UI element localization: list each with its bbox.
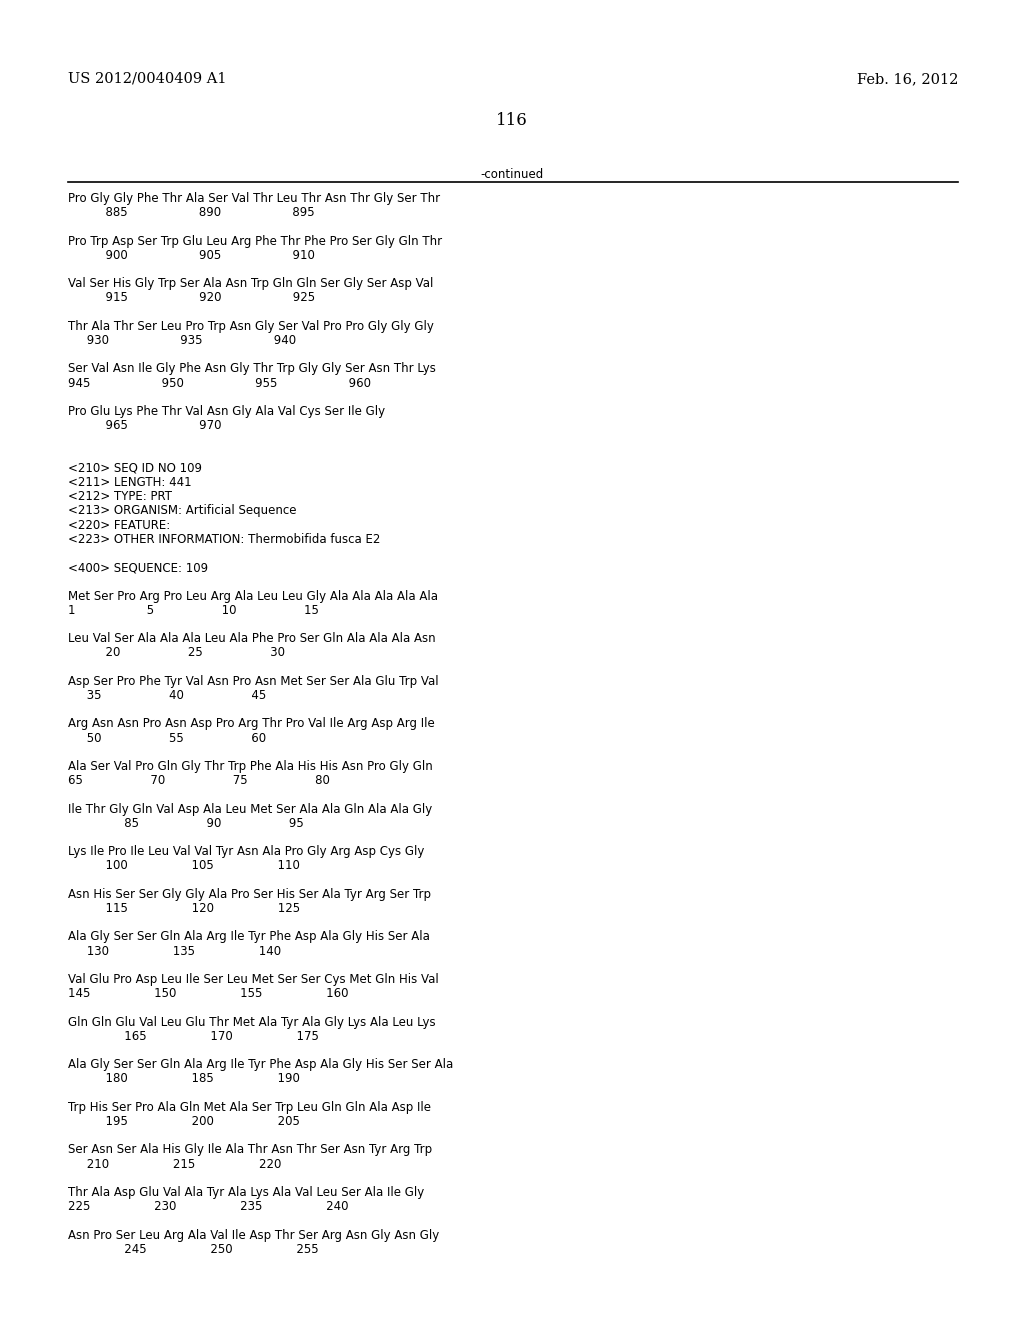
Text: <210> SEQ ID NO 109: <210> SEQ ID NO 109	[68, 462, 202, 475]
Text: <213> ORGANISM: Artificial Sequence: <213> ORGANISM: Artificial Sequence	[68, 504, 297, 517]
Text: 116: 116	[496, 112, 528, 129]
Text: Gln Gln Glu Val Leu Glu Thr Met Ala Tyr Ala Gly Lys Ala Leu Lys: Gln Gln Glu Val Leu Glu Thr Met Ala Tyr …	[68, 1015, 435, 1028]
Text: 65                  70                  75                  80: 65 70 75 80	[68, 775, 330, 787]
Text: 180                 185                 190: 180 185 190	[68, 1072, 300, 1085]
Text: Asn His Ser Ser Gly Gly Ala Pro Ser His Ser Ala Tyr Arg Ser Trp: Asn His Ser Ser Gly Gly Ala Pro Ser His …	[68, 888, 431, 900]
Text: -continued: -continued	[480, 168, 544, 181]
Text: US 2012/0040409 A1: US 2012/0040409 A1	[68, 73, 226, 86]
Text: Ala Gly Ser Ser Gln Ala Arg Ile Tyr Phe Asp Ala Gly His Ser Ser Ala: Ala Gly Ser Ser Gln Ala Arg Ile Tyr Phe …	[68, 1059, 454, 1072]
Text: <220> FEATURE:: <220> FEATURE:	[68, 519, 170, 532]
Text: Leu Val Ser Ala Ala Ala Leu Ala Phe Pro Ser Gln Ala Ala Ala Asn: Leu Val Ser Ala Ala Ala Leu Ala Phe Pro …	[68, 632, 435, 645]
Text: Ser Val Asn Ile Gly Phe Asn Gly Thr Trp Gly Gly Ser Asn Thr Lys: Ser Val Asn Ile Gly Phe Asn Gly Thr Trp …	[68, 363, 436, 375]
Text: Met Ser Pro Arg Pro Leu Arg Ala Leu Leu Gly Ala Ala Ala Ala Ala: Met Ser Pro Arg Pro Leu Arg Ala Leu Leu …	[68, 590, 438, 603]
Text: Asp Ser Pro Phe Tyr Val Asn Pro Asn Met Ser Ser Ala Glu Trp Val: Asp Ser Pro Phe Tyr Val Asn Pro Asn Met …	[68, 675, 438, 688]
Text: Val Glu Pro Asp Leu Ile Ser Leu Met Ser Ser Cys Met Gln His Val: Val Glu Pro Asp Leu Ile Ser Leu Met Ser …	[68, 973, 438, 986]
Text: 130                 135                 140: 130 135 140	[68, 945, 282, 957]
Text: 210                 215                 220: 210 215 220	[68, 1158, 282, 1171]
Text: 115                 120                 125: 115 120 125	[68, 902, 300, 915]
Text: 20                  25                  30: 20 25 30	[68, 647, 285, 660]
Text: <211> LENGTH: 441: <211> LENGTH: 441	[68, 477, 191, 488]
Text: Arg Asn Asn Pro Asn Asp Pro Arg Thr Pro Val Ile Arg Asp Arg Ile: Arg Asn Asn Pro Asn Asp Pro Arg Thr Pro …	[68, 717, 435, 730]
Text: <400> SEQUENCE: 109: <400> SEQUENCE: 109	[68, 561, 208, 574]
Text: Thr Ala Thr Ser Leu Pro Trp Asn Gly Ser Val Pro Pro Gly Gly Gly: Thr Ala Thr Ser Leu Pro Trp Asn Gly Ser …	[68, 319, 434, 333]
Text: 245                 250                 255: 245 250 255	[68, 1243, 318, 1255]
Text: 165                 170                 175: 165 170 175	[68, 1030, 318, 1043]
Text: <212> TYPE: PRT: <212> TYPE: PRT	[68, 490, 172, 503]
Text: Ile Thr Gly Gln Val Asp Ala Leu Met Ser Ala Ala Gln Ala Ala Gly: Ile Thr Gly Gln Val Asp Ala Leu Met Ser …	[68, 803, 432, 816]
Text: 885                   890                   895: 885 890 895	[68, 206, 314, 219]
Text: 195                 200                 205: 195 200 205	[68, 1115, 300, 1129]
Text: 900                   905                   910: 900 905 910	[68, 248, 314, 261]
Text: 1                   5                  10                  15: 1 5 10 15	[68, 603, 318, 616]
Text: 915                   920                   925: 915 920 925	[68, 292, 315, 305]
Text: Pro Trp Asp Ser Trp Glu Leu Arg Phe Thr Phe Pro Ser Gly Gln Thr: Pro Trp Asp Ser Trp Glu Leu Arg Phe Thr …	[68, 235, 442, 248]
Text: Ser Asn Ser Ala His Gly Ile Ala Thr Asn Thr Ser Asn Tyr Arg Trp: Ser Asn Ser Ala His Gly Ile Ala Thr Asn …	[68, 1143, 432, 1156]
Text: Asn Pro Ser Leu Arg Ala Val Ile Asp Thr Ser Arg Asn Gly Asn Gly: Asn Pro Ser Leu Arg Ala Val Ile Asp Thr …	[68, 1229, 439, 1242]
Text: Feb. 16, 2012: Feb. 16, 2012	[857, 73, 958, 86]
Text: 35                  40                  45: 35 40 45	[68, 689, 266, 702]
Text: 145                 150                 155                 160: 145 150 155 160	[68, 987, 348, 1001]
Text: Pro Glu Lys Phe Thr Val Asn Gly Ala Val Cys Ser Ile Gly: Pro Glu Lys Phe Thr Val Asn Gly Ala Val …	[68, 405, 385, 418]
Text: 100                 105                 110: 100 105 110	[68, 859, 300, 873]
Text: 965                   970: 965 970	[68, 420, 221, 432]
Text: Pro Gly Gly Phe Thr Ala Ser Val Thr Leu Thr Asn Thr Gly Ser Thr: Pro Gly Gly Phe Thr Ala Ser Val Thr Leu …	[68, 191, 440, 205]
Text: 225                 230                 235                 240: 225 230 235 240	[68, 1200, 348, 1213]
Text: Thr Ala Asp Glu Val Ala Tyr Ala Lys Ala Val Leu Ser Ala Ile Gly: Thr Ala Asp Glu Val Ala Tyr Ala Lys Ala …	[68, 1185, 424, 1199]
Text: Ala Ser Val Pro Gln Gly Thr Trp Phe Ala His His Asn Pro Gly Gln: Ala Ser Val Pro Gln Gly Thr Trp Phe Ala …	[68, 760, 433, 774]
Text: 930                   935                   940: 930 935 940	[68, 334, 296, 347]
Text: 945                   950                   955                   960: 945 950 955 960	[68, 376, 371, 389]
Text: 50                  55                  60: 50 55 60	[68, 731, 266, 744]
Text: <223> OTHER INFORMATION: Thermobifida fusca E2: <223> OTHER INFORMATION: Thermobifida fu…	[68, 533, 380, 545]
Text: Trp His Ser Pro Ala Gln Met Ala Ser Trp Leu Gln Gln Ala Asp Ile: Trp His Ser Pro Ala Gln Met Ala Ser Trp …	[68, 1101, 431, 1114]
Text: 85                  90                  95: 85 90 95	[68, 817, 304, 830]
Text: Val Ser His Gly Trp Ser Ala Asn Trp Gln Gln Ser Gly Ser Asp Val: Val Ser His Gly Trp Ser Ala Asn Trp Gln …	[68, 277, 433, 290]
Text: Lys Ile Pro Ile Leu Val Val Tyr Asn Ala Pro Gly Arg Asp Cys Gly: Lys Ile Pro Ile Leu Val Val Tyr Asn Ala …	[68, 845, 424, 858]
Text: Ala Gly Ser Ser Gln Ala Arg Ile Tyr Phe Asp Ala Gly His Ser Ala: Ala Gly Ser Ser Gln Ala Arg Ile Tyr Phe …	[68, 931, 430, 944]
